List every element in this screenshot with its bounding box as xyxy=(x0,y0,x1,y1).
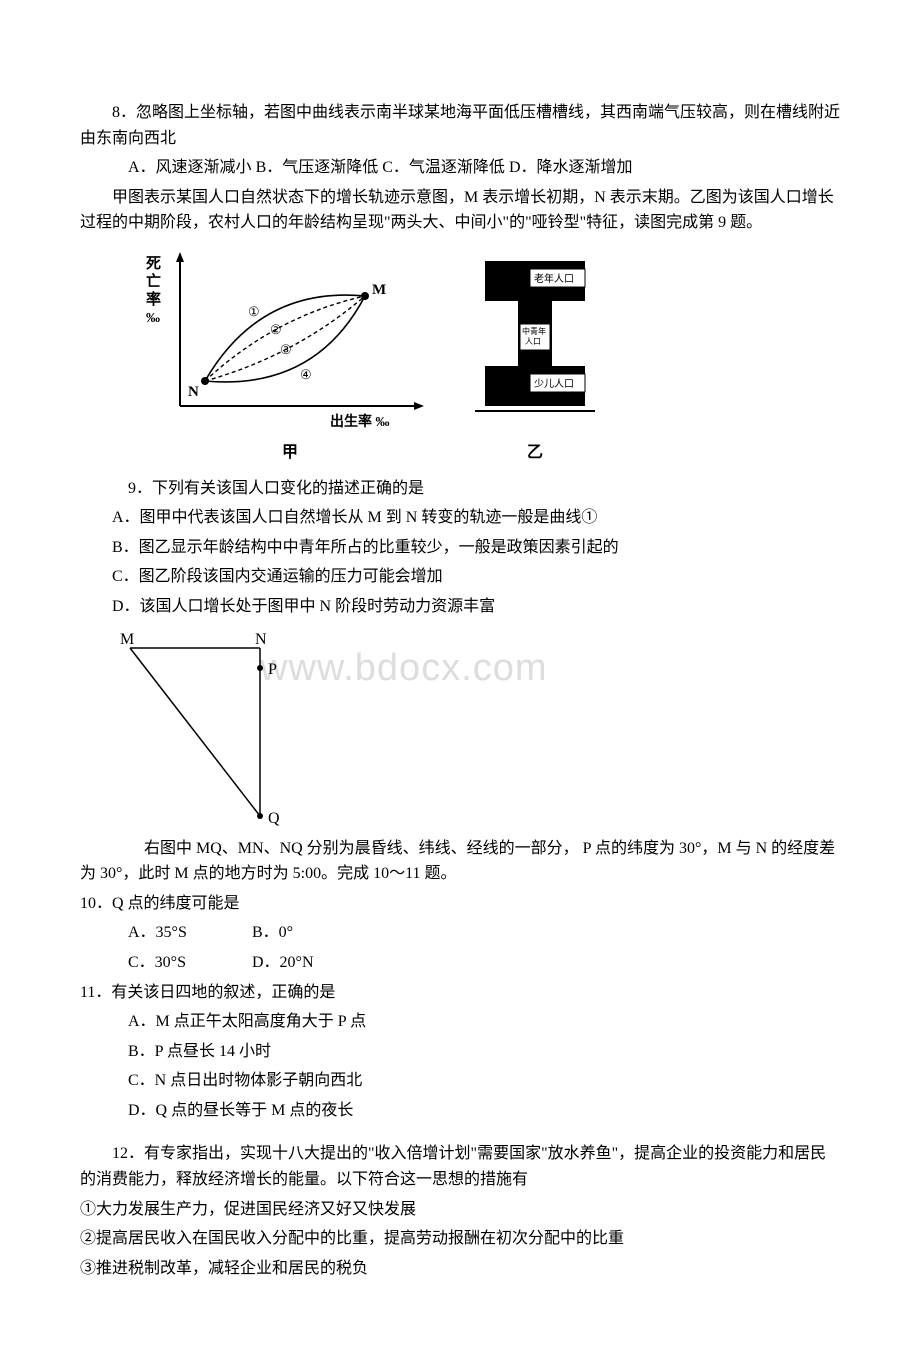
figure-yi-wrap: 老年人口 中青年 人口 少儿人口 乙 xyxy=(470,246,600,466)
q12-stem: 12．有专家指出，实现十八大提出的"收入倍增计划"需要国家"放水养鱼"，提高企业… xyxy=(80,1141,840,1192)
q11-optA: A．M 点正午太阳高度角大于 P 点 xyxy=(80,1009,840,1035)
figure-jia: 死 亡 率 ‰ N M ① ② ③ ④ 出生率 ‰ xyxy=(140,246,440,436)
figure-yi-label: 乙 xyxy=(470,440,600,466)
svg-text:M: M xyxy=(372,282,386,298)
figure-mnq: M N P Q xyxy=(110,628,310,828)
figure-mnq-container: M N P Q www.bdocx.com xyxy=(80,628,840,828)
q8-optB: B．气压逐渐降低 xyxy=(256,159,379,176)
q10-optC: C．30°S xyxy=(128,950,248,976)
q10-optD: D．20°N xyxy=(252,954,314,971)
q9-optA: A．图甲中代表该国人口自然增长从 M 到 N 转变的轨迹一般是曲线① xyxy=(80,505,840,531)
svg-text:亡: 亡 xyxy=(146,272,161,290)
q10-optA: A．35°S xyxy=(128,920,248,946)
q11-optD: D．Q 点的昼长等于 M 点的夜长 xyxy=(80,1098,840,1124)
svg-text:M: M xyxy=(120,631,134,648)
svg-text:N: N xyxy=(188,384,199,400)
q11-optB: B．P 点昼长 14 小时 xyxy=(80,1039,840,1065)
q10-stem: 10．Q 点的纬度可能是 xyxy=(80,891,840,917)
figure-jia-label: 甲 xyxy=(140,440,440,466)
q12-s2: ②提高居民收入在国民收入分配中的比重，提高劳动报酬在初次分配中的比重 xyxy=(80,1226,840,1252)
svg-text:老年人口: 老年人口 xyxy=(534,272,574,285)
svg-text:N: N xyxy=(255,631,267,648)
q9-optC: C．图乙阶段该国内交通运输的压力可能会增加 xyxy=(80,564,840,590)
q12-s1: ①大力发展生产力，促进国民经济又好又快发展 xyxy=(80,1197,840,1223)
svg-text:出生率 ‰: 出生率 ‰ xyxy=(330,413,390,430)
svg-text:P: P xyxy=(268,661,277,678)
passage-q10-11: 右图中 MQ、MN、NQ 分别为晨昏线、纬线、经线的一部分， P 点的纬度为 3… xyxy=(80,836,840,887)
q8-optD: D．降水逐渐增加 xyxy=(509,159,633,176)
svg-text:中青年: 中青年 xyxy=(522,326,546,336)
svg-text:死: 死 xyxy=(146,255,161,272)
svg-text:①: ① xyxy=(248,304,260,319)
q9-optD: D．该国人口增长处于图甲中 N 阶段时劳动力资源丰富 xyxy=(80,594,840,620)
svg-text:④: ④ xyxy=(300,367,312,382)
q8-stem: 8．忽略图上坐标轴，若图中曲线表示南半球某地海平面低压槽槽线，其西南端气压较高，… xyxy=(80,100,840,151)
q8-options: A．风速逐渐减小 B．气压逐渐降低 C．气温逐渐降低 D．降水逐渐增加 xyxy=(80,155,840,181)
figure-yi: 老年人口 中青年 人口 少儿人口 xyxy=(470,246,600,436)
q12-s3: ③推进税制改革，减轻企业和居民的税负 xyxy=(80,1256,840,1282)
svg-text:人口: 人口 xyxy=(525,337,541,346)
q10-row2: C．30°S D．20°N xyxy=(80,950,840,976)
figure-row: 死 亡 率 ‰ N M ① ② ③ ④ 出生率 ‰ xyxy=(140,246,840,466)
svg-text:③: ③ xyxy=(280,342,292,357)
svg-text:②: ② xyxy=(270,322,282,337)
q8-optA: A．风速逐渐减小 xyxy=(128,159,252,176)
svg-text:少儿人口: 少儿人口 xyxy=(534,378,574,390)
svg-text:Q: Q xyxy=(268,810,280,827)
q10-row1: A．35°S B．0° xyxy=(80,920,840,946)
figure-jia-wrap: 死 亡 率 ‰ N M ① ② ③ ④ 出生率 ‰ xyxy=(140,246,440,466)
svg-text:‰: ‰ xyxy=(146,311,160,326)
q11-optC: C．N 点日出时物体影子朝向西北 xyxy=(80,1068,840,1094)
q8-optC: C．气温逐渐降低 xyxy=(382,159,505,176)
q9-optB: B．图乙显示年龄结构中中青年所占的比重较少，一般是政策因素引起的 xyxy=(80,535,840,561)
passage-q9: 甲图表示某国人口自然状态下的增长轨迹示意图，M 表示增长初期，N 表示末期。乙图… xyxy=(80,185,840,236)
q11-stem: 11．有关该日四地的叙述，正确的是 xyxy=(80,980,840,1006)
svg-text:率: 率 xyxy=(146,290,161,308)
q10-optB: B．0° xyxy=(252,924,293,941)
q9-stem: 9．下列有关该国人口变化的描述正确的是 xyxy=(80,476,840,502)
